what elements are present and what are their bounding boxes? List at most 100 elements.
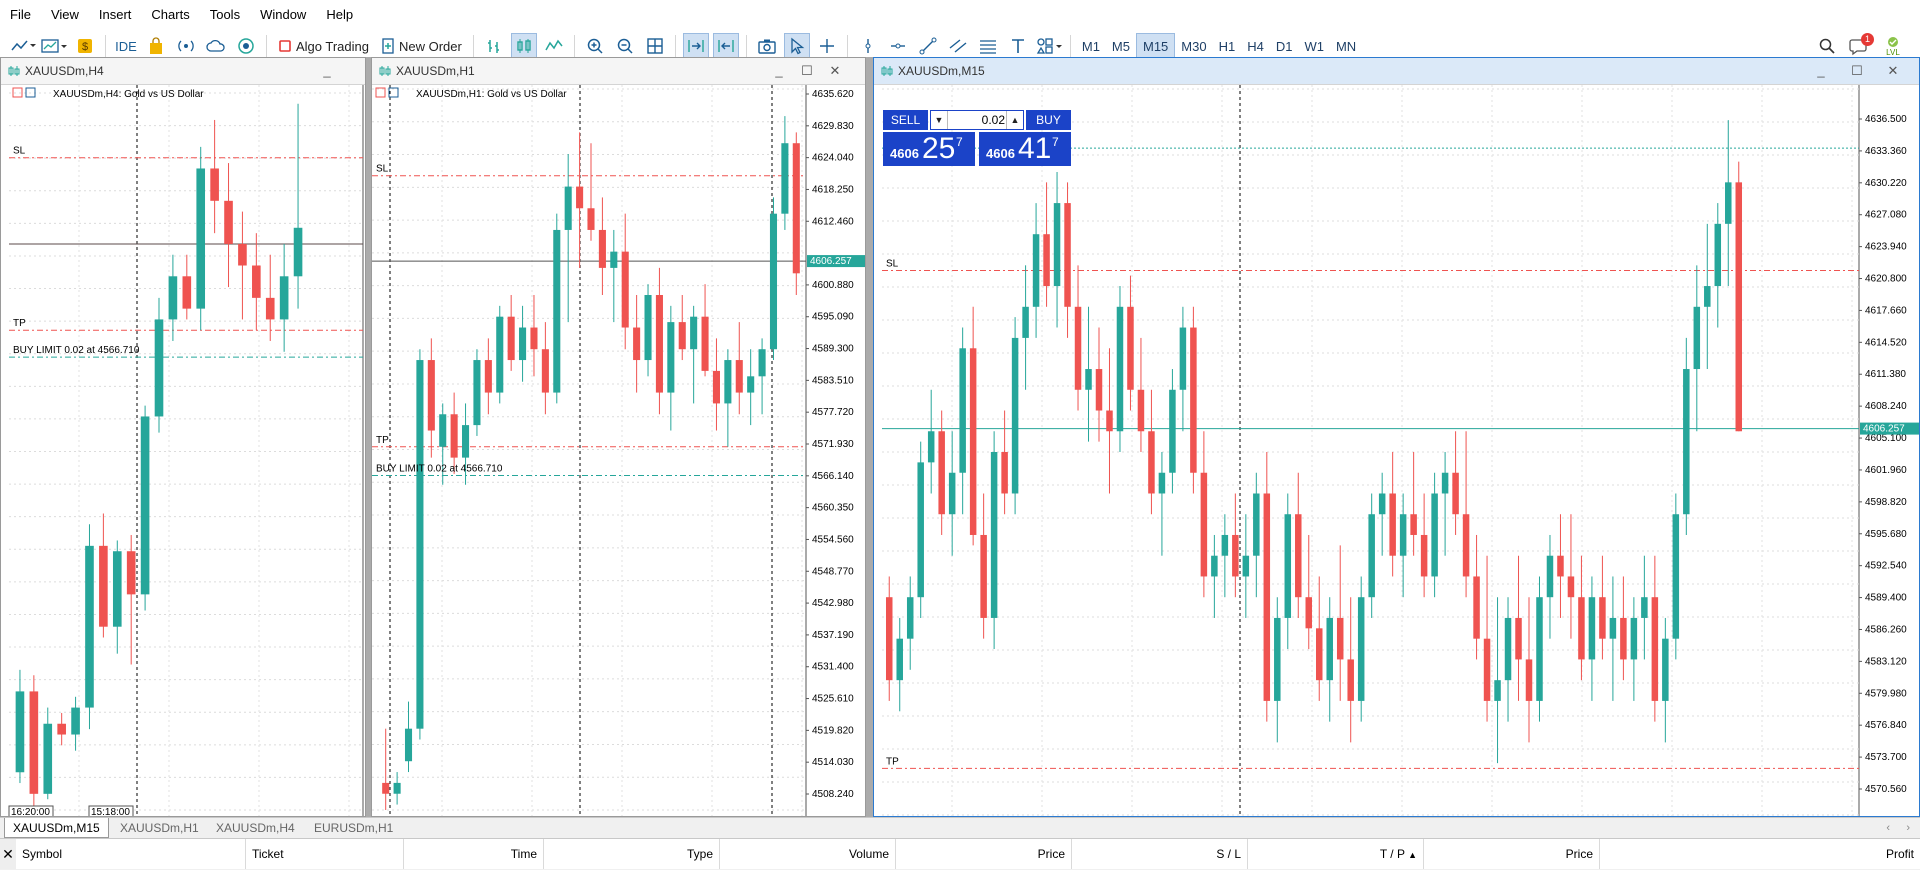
timeframe-m5[interactable]: M5 bbox=[1111, 38, 1130, 54]
sell-button[interactable]: SELL bbox=[883, 110, 928, 130]
buy-button[interactable]: BUY bbox=[1026, 110, 1071, 130]
chart-area[interactable]: SL TP 4636.500 4633.360 4630.220 4627.080 4623… bbox=[874, 85, 1919, 816]
close-button[interactable]: ✕ bbox=[829, 63, 841, 78]
minimize-button[interactable]: _ bbox=[775, 63, 783, 78]
column-price[interactable]: Price bbox=[896, 839, 1072, 869]
auto-scroll-icon[interactable] bbox=[682, 33, 709, 59]
screenshot-icon[interactable] bbox=[754, 33, 780, 59]
signals-icon[interactable] bbox=[173, 33, 199, 59]
window-titlebar[interactable]: XAUUSDm,H1 _ ☐ ✕ bbox=[372, 58, 865, 85]
account-level-button[interactable]: LVL bbox=[1878, 33, 1908, 59]
price-tick-label: 4636.500 bbox=[1865, 114, 1907, 125]
close-button[interactable]: ✕ bbox=[1887, 63, 1899, 78]
column-time[interactable]: Time bbox=[404, 839, 544, 869]
price-tick-label: 4611.380 bbox=[1865, 369, 1906, 380]
shapes-icon[interactable] bbox=[1035, 33, 1063, 59]
notifications-button[interactable]: 1 bbox=[1844, 33, 1874, 59]
candle-body bbox=[1190, 327, 1197, 473]
fibonacci-icon[interactable] bbox=[975, 33, 1001, 59]
timeframe-mn[interactable]: MN bbox=[1335, 38, 1357, 54]
close-icon[interactable]: ✕ bbox=[0, 839, 16, 869]
chart-type-icon[interactable] bbox=[10, 33, 36, 59]
tab-eurusd-h1[interactable]: EURUSDm,H1 bbox=[314, 821, 394, 835]
buy-price-button[interactable]: 4606 41 7 bbox=[979, 132, 1071, 166]
candle-body bbox=[1504, 617, 1512, 681]
timeframe-m30[interactable]: M30 bbox=[1181, 38, 1207, 54]
candle-body bbox=[1085, 369, 1092, 390]
window-titlebar[interactable]: XAUUSDm,H4 _ bbox=[1, 58, 365, 85]
price-chart[interactable]: SL TP 4636.500 4633.360 4630.220 4627.080 4623… bbox=[874, 85, 1920, 817]
window-titlebar[interactable]: XAUUSDm,M15 _ ☐ ✕ bbox=[874, 58, 1919, 85]
chart-area[interactable]: SL TP BUY LIMIT 0.02 at 4566.710 XAUUSDm,H1… bbox=[372, 85, 865, 816]
column-volume[interactable]: Volume bbox=[720, 839, 896, 869]
ide-button[interactable]: IDE bbox=[113, 33, 139, 59]
trendline-icon[interactable] bbox=[915, 33, 941, 59]
zoom-in-icon[interactable] bbox=[582, 33, 608, 59]
text-tool-icon[interactable] bbox=[1005, 33, 1031, 59]
lot-size-input[interactable] bbox=[949, 112, 1005, 128]
column-current-price[interactable]: Price bbox=[1424, 839, 1600, 869]
minimize-button[interactable]: _ bbox=[323, 63, 331, 78]
market-icon[interactable]: $ bbox=[72, 33, 98, 59]
chart-shift-icon[interactable] bbox=[712, 33, 739, 59]
toolbar-separator bbox=[573, 35, 575, 57]
column-type[interactable]: Type bbox=[544, 839, 720, 869]
candle-body bbox=[473, 360, 481, 426]
timeframe-m15[interactable]: M15 bbox=[1135, 33, 1176, 59]
column-ticket[interactable]: Ticket bbox=[246, 839, 404, 869]
timeframe-w1[interactable]: W1 bbox=[1304, 38, 1324, 54]
vps-icon[interactable] bbox=[233, 33, 259, 59]
column-profit[interactable]: Profit bbox=[1600, 839, 1920, 869]
equidistant-channel-icon[interactable] bbox=[945, 33, 971, 59]
column-stop-loss[interactable]: S / L bbox=[1072, 839, 1248, 869]
tab-xauusd-h1[interactable]: XAUUSDm,H1 bbox=[120, 821, 199, 835]
profiles-icon[interactable] bbox=[40, 33, 68, 59]
tab-xauusd-h4[interactable]: XAUUSDm,H4 bbox=[216, 821, 295, 835]
tab-xauusd-m15[interactable]: XAUUSDm,M15 bbox=[4, 818, 109, 838]
minimize-button[interactable]: _ bbox=[1817, 63, 1825, 78]
candle-body bbox=[1410, 514, 1417, 535]
menu-insert[interactable]: Insert bbox=[98, 7, 132, 22]
shopping-bag-icon[interactable] bbox=[143, 33, 169, 59]
chart-area[interactable]: SL TP BUY LIMIT 0.02 at 4566.710 XAUUSDm,H4… bbox=[1, 85, 365, 816]
vertical-line-icon[interactable] bbox=[855, 33, 881, 59]
menu-help[interactable]: Help bbox=[326, 7, 354, 22]
menu-window[interactable]: Window bbox=[260, 7, 307, 22]
price-chart[interactable]: SL TP BUY LIMIT 0.02 at 4566.710 XAUUSDm,H1… bbox=[372, 85, 866, 817]
maximize-button[interactable]: ☐ bbox=[801, 63, 813, 78]
lot-decrease-icon[interactable]: ▼ bbox=[931, 111, 948, 129]
cursor-icon[interactable] bbox=[783, 33, 810, 59]
algo-trading-button[interactable]: Algo Trading bbox=[274, 33, 373, 59]
tile-windows-icon[interactable] bbox=[642, 33, 668, 59]
candle-body bbox=[462, 425, 470, 458]
price-chart[interactable]: SL TP BUY LIMIT 0.02 at 4566.710 XAUUSDm,H4… bbox=[1, 85, 366, 817]
timeframe-d1[interactable]: D1 bbox=[1275, 38, 1293, 54]
menu-view[interactable]: View bbox=[50, 7, 79, 22]
tabs-scroll-left-icon[interactable]: ‹ bbox=[1886, 822, 1890, 834]
bar-chart-icon[interactable] bbox=[481, 33, 507, 59]
price-tick-label: 4620.800 bbox=[1865, 274, 1907, 285]
menu-file[interactable]: File bbox=[10, 7, 31, 22]
column-symbol[interactable]: Symbol bbox=[16, 839, 246, 869]
timeframe-h1[interactable]: H1 bbox=[1218, 38, 1236, 54]
sell-price-button[interactable]: 4606 25 7 bbox=[883, 132, 975, 166]
timeframe-m1[interactable]: M1 bbox=[1081, 38, 1100, 54]
maximize-button[interactable]: ☐ bbox=[1851, 63, 1863, 78]
line-chart-icon[interactable] bbox=[541, 33, 567, 59]
search-icon[interactable] bbox=[1814, 33, 1840, 59]
timeframe-h4[interactable]: H4 bbox=[1247, 38, 1264, 54]
tabs-scroll-right-icon[interactable]: › bbox=[1906, 822, 1910, 834]
candle-body bbox=[1399, 514, 1407, 556]
horizontal-line-icon[interactable] bbox=[885, 33, 911, 59]
cloud-icon[interactable] bbox=[203, 33, 229, 59]
lot-size-stepper: ▼ ▲ bbox=[930, 110, 1024, 130]
menu-tools[interactable]: Tools bbox=[209, 7, 241, 22]
crosshair-icon[interactable] bbox=[814, 33, 840, 59]
zoom-out-icon[interactable] bbox=[612, 33, 638, 59]
menu-charts[interactable]: Charts bbox=[151, 7, 190, 22]
lot-increase-icon[interactable]: ▲ bbox=[1006, 111, 1023, 129]
new-order-button[interactable]: New Order bbox=[377, 33, 466, 59]
candlestick-icon[interactable] bbox=[510, 33, 537, 59]
column-take-profit[interactable]: T / P ▲ bbox=[1248, 839, 1424, 869]
column-label: Price bbox=[1037, 847, 1065, 861]
